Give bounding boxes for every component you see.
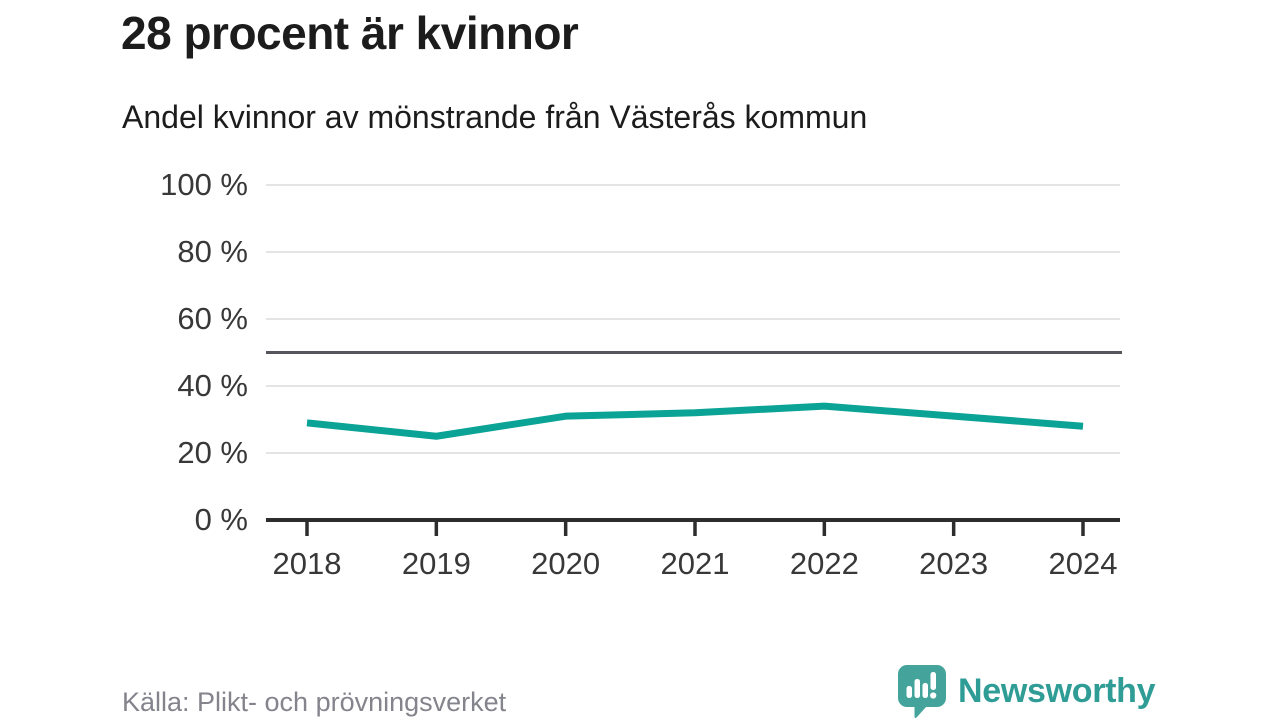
bar-chart-glyph	[906, 672, 937, 699]
source-note: Källa: Plikt- och prövningsverket	[122, 687, 507, 717]
x-axis-tick-label: 2023	[919, 546, 988, 581]
y-axis-tick-label: 80 %	[177, 234, 248, 269]
x-axis-tick-label: 2020	[531, 546, 600, 581]
chart-title: 28 procent är kvinnor	[121, 7, 579, 59]
y-axis-tick-label: 0 %	[195, 502, 248, 537]
speech-bubble-shape	[898, 665, 946, 719]
x-axis-tick-label: 2024	[1049, 546, 1118, 581]
x-axis-tick-label: 2018	[273, 546, 342, 581]
y-axis-tick-label: 100 %	[160, 167, 248, 202]
y-axis-tick-label: 60 %	[177, 301, 248, 336]
y-axis-tick-label: 40 %	[177, 368, 248, 403]
chart-subtitle: Andel kvinnor av mönstrande från Västerå…	[122, 99, 868, 135]
newsworthy-logo-icon	[896, 663, 948, 719]
x-axis-tick-label: 2021	[661, 546, 730, 581]
newsworthy-logo-text: Newsworthy	[958, 671, 1156, 710]
newsworthy-logo: Newsworthy	[896, 663, 1156, 719]
x-axis-tick-label: 2022	[790, 546, 859, 581]
y-axis-tick-label: 20 %	[177, 435, 248, 470]
x-axis-tick-label: 2019	[402, 546, 471, 581]
data-line	[306, 402, 1084, 440]
